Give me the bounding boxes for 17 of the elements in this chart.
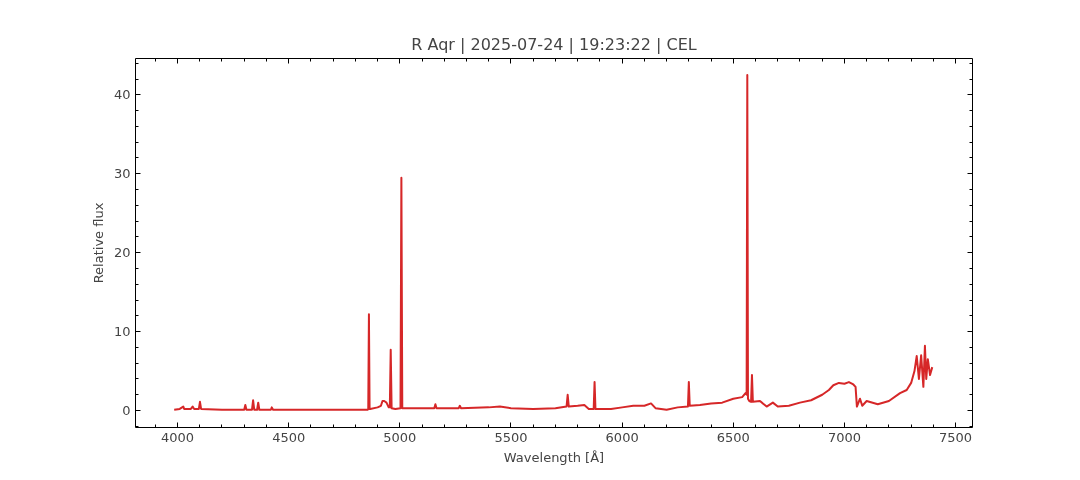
y-tick-label: 20: [113, 245, 131, 261]
chart-title: R Aqr | 2025-07-24 | 19:23:22 | CEL: [411, 34, 697, 54]
x-tick-label: 4000: [160, 429, 195, 445]
y-tick-label: 10: [113, 324, 131, 340]
x-axis-title: Wavelength [Å]: [503, 449, 605, 465]
x-tick-label: 7000: [827, 429, 861, 445]
x-tick-label: 6000: [605, 429, 639, 445]
x-tick-label: 6500: [716, 429, 750, 445]
x-tick-label: 5000: [383, 429, 417, 445]
y-tick-label: 0: [122, 403, 131, 419]
line-series: [173, 74, 934, 411]
y-tick-label: 40: [113, 87, 131, 103]
x-tick-label: 7500: [939, 429, 973, 445]
y-axis-title: Relative flux: [90, 202, 106, 284]
x-tick-label: 4500: [272, 429, 306, 445]
y-tick-label: 30: [113, 166, 131, 182]
x-tick-label: 5500: [494, 429, 528, 445]
